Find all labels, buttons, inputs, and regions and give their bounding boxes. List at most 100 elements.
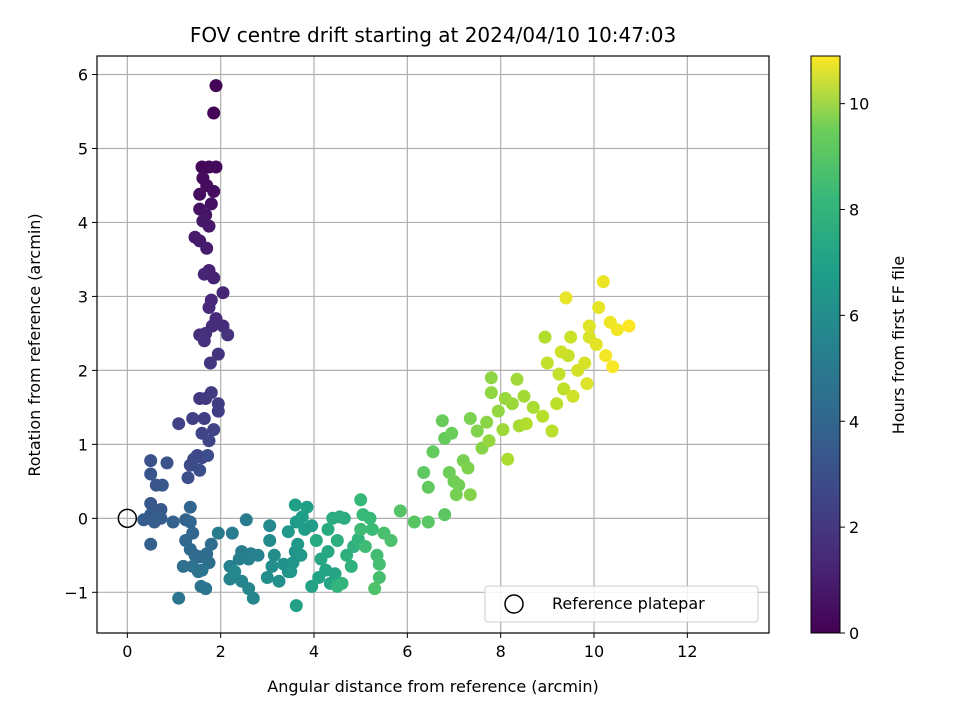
y-tick-label: 3 bbox=[78, 287, 88, 306]
colorbar-tick-label: 4 bbox=[849, 412, 859, 431]
y-axis-ticks: −1 0 1 2 3 4 5 6 bbox=[64, 65, 97, 602]
data-point bbox=[566, 389, 580, 403]
data-point bbox=[421, 480, 435, 494]
data-point bbox=[622, 319, 636, 333]
data-point bbox=[197, 334, 211, 348]
data-point bbox=[154, 511, 168, 525]
data-point bbox=[197, 267, 211, 281]
data-point bbox=[526, 400, 540, 414]
data-point bbox=[216, 286, 230, 300]
data-point bbox=[193, 187, 207, 201]
data-point bbox=[330, 534, 344, 547]
data-point bbox=[449, 488, 463, 502]
y-tick-label: 2 bbox=[78, 361, 88, 380]
data-point bbox=[160, 456, 174, 470]
chart-title: FOV centre drift starting at 2024/04/10 … bbox=[190, 23, 676, 47]
data-point bbox=[155, 478, 169, 492]
data-point bbox=[363, 511, 377, 525]
data-point bbox=[606, 360, 620, 374]
data-point bbox=[519, 417, 533, 431]
data-point bbox=[496, 423, 510, 437]
data-point bbox=[251, 548, 265, 562]
x-tick-label: 12 bbox=[677, 642, 697, 661]
data-point bbox=[291, 537, 305, 551]
data-point bbox=[221, 328, 235, 342]
x-tick-label: 2 bbox=[216, 642, 226, 661]
y-tick-label: 1 bbox=[78, 435, 88, 454]
data-point bbox=[260, 571, 274, 584]
data-point bbox=[199, 582, 213, 596]
data-point bbox=[204, 386, 218, 400]
reference-point bbox=[117, 508, 138, 529]
data-point bbox=[550, 397, 564, 411]
data-point bbox=[417, 466, 431, 479]
data-point bbox=[267, 548, 281, 562]
data-point bbox=[482, 434, 496, 448]
data-point bbox=[176, 559, 190, 573]
data-point bbox=[183, 515, 197, 529]
data-point bbox=[344, 559, 358, 573]
data-point bbox=[272, 574, 286, 588]
reference-marker bbox=[117, 508, 138, 529]
data-point bbox=[204, 537, 218, 551]
data-point bbox=[202, 301, 216, 314]
colorbar: 0 2 4 6 8 10 Hours from first FF file bbox=[810, 55, 908, 643]
data-point bbox=[592, 301, 606, 314]
data-point bbox=[589, 338, 603, 351]
data-point bbox=[337, 511, 351, 525]
data-point bbox=[407, 515, 421, 529]
data-point bbox=[538, 330, 552, 344]
data-point bbox=[209, 79, 223, 93]
data-point bbox=[321, 522, 335, 536]
data-point bbox=[207, 423, 221, 437]
data-point bbox=[144, 537, 158, 551]
data-point bbox=[470, 424, 484, 438]
colorbar-tick-label: 10 bbox=[849, 95, 869, 114]
data-point bbox=[393, 504, 407, 518]
data-point bbox=[463, 488, 477, 502]
data-point bbox=[321, 545, 335, 559]
data-point bbox=[368, 582, 382, 596]
data-point bbox=[204, 197, 218, 211]
data-point bbox=[232, 552, 246, 566]
colorbar-label: Hours from first FF file bbox=[889, 256, 908, 435]
data-point bbox=[172, 591, 186, 605]
data-point bbox=[263, 519, 277, 533]
data-point bbox=[578, 356, 592, 370]
x-tick-label: 6 bbox=[402, 642, 412, 661]
data-point bbox=[228, 565, 242, 579]
data-point bbox=[554, 345, 568, 359]
data-point bbox=[239, 513, 253, 527]
data-point bbox=[461, 461, 475, 475]
data-point bbox=[365, 522, 379, 536]
colorbar-gradient bbox=[810, 55, 841, 634]
legend-box bbox=[484, 585, 759, 623]
y-tick-label: 6 bbox=[78, 65, 88, 84]
data-point bbox=[294, 548, 308, 562]
data-point bbox=[281, 525, 295, 539]
data-point bbox=[435, 414, 449, 428]
data-point bbox=[557, 382, 571, 396]
data-point bbox=[195, 563, 209, 577]
colorbar-tick-label: 0 bbox=[849, 624, 859, 643]
x-tick-label: 10 bbox=[584, 642, 604, 661]
data-point bbox=[200, 241, 214, 255]
data-point bbox=[501, 452, 515, 466]
data-point bbox=[421, 515, 435, 529]
data-point bbox=[358, 540, 372, 553]
legend-marker bbox=[504, 594, 524, 614]
data-point bbox=[201, 449, 215, 462]
data-point bbox=[484, 371, 498, 385]
data-point bbox=[309, 534, 323, 547]
data-point bbox=[295, 510, 309, 524]
data-point bbox=[300, 500, 314, 514]
data-point bbox=[202, 434, 216, 448]
data-point bbox=[207, 106, 221, 120]
y-tick-label: 0 bbox=[78, 509, 88, 528]
data-point bbox=[505, 397, 519, 411]
colorbar-ticks: 0 2 4 6 8 10 bbox=[840, 95, 869, 643]
data-point bbox=[564, 330, 578, 344]
data-point bbox=[354, 522, 368, 536]
data-point bbox=[426, 445, 440, 459]
x-axis-ticks: 0 2 4 6 8 10 12 bbox=[122, 633, 698, 661]
